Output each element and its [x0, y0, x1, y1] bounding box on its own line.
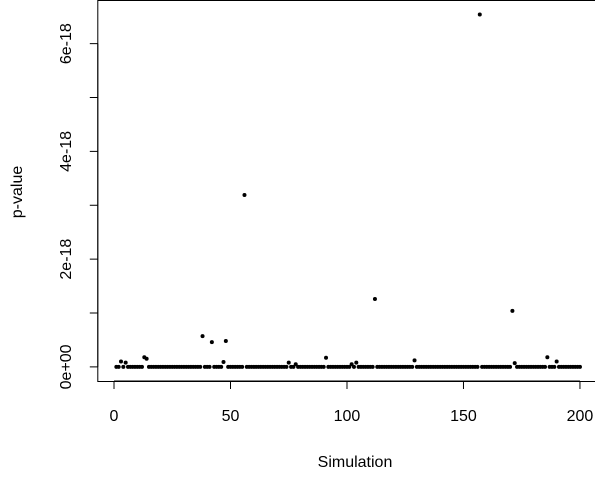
point: [552, 364, 557, 369]
point: [410, 364, 415, 369]
point: [510, 308, 515, 313]
x-axis-title: Simulation: [318, 454, 393, 471]
x-tick-label: 0: [110, 408, 119, 425]
point: [543, 364, 548, 369]
point: [512, 361, 517, 366]
point: [354, 360, 359, 365]
point: [577, 364, 582, 369]
point: [123, 360, 128, 365]
point: [291, 364, 296, 369]
point: [477, 12, 482, 17]
point: [200, 334, 205, 339]
point: [545, 355, 550, 360]
point: [554, 359, 559, 364]
point: [349, 362, 354, 367]
point: [351, 364, 356, 369]
point: [370, 364, 375, 369]
x-tick-label: 100: [334, 408, 361, 425]
point: [119, 359, 124, 364]
point: [219, 364, 224, 369]
point: [207, 364, 212, 369]
x-tick-label: 50: [222, 408, 240, 425]
point: [242, 193, 247, 198]
point: [144, 356, 149, 361]
point: [284, 364, 289, 369]
y-tick-label: 0e+00: [58, 344, 75, 389]
point: [221, 360, 226, 365]
y-axis-title: p-value: [9, 166, 26, 219]
y-tick-label: 6e-18: [58, 23, 75, 64]
point: [508, 364, 513, 369]
point: [209, 340, 214, 345]
x-tick-label: 200: [567, 408, 594, 425]
point: [372, 297, 377, 302]
point: [121, 364, 126, 369]
point: [198, 364, 203, 369]
point: [293, 362, 298, 367]
point: [240, 364, 245, 369]
point: [116, 364, 121, 369]
point: [321, 364, 326, 369]
point: [324, 355, 329, 360]
plot-frame: [97, 0, 595, 382]
point: [475, 364, 480, 369]
y-tick-label: 4e-18: [58, 131, 75, 172]
point: [347, 364, 352, 369]
point: [286, 360, 291, 365]
x-tick-label: 150: [450, 408, 477, 425]
point: [139, 364, 144, 369]
point: [223, 339, 228, 344]
point: [412, 358, 417, 363]
y-tick-label: 2e-18: [58, 239, 75, 280]
